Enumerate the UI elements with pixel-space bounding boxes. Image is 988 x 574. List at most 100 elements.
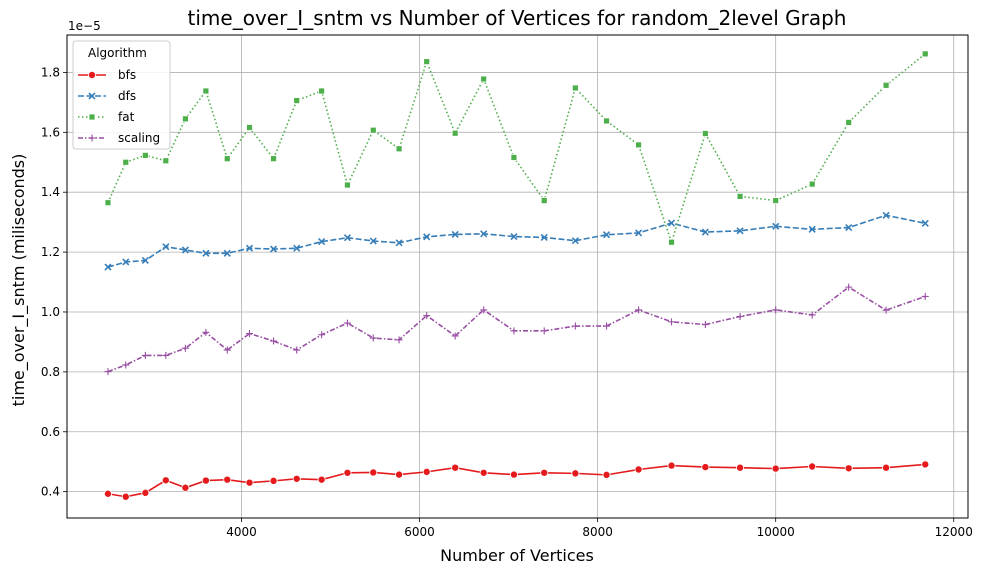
data-point-dfs	[772, 222, 780, 230]
data-point-bfs	[634, 465, 643, 474]
data-point-bfs	[479, 468, 488, 477]
y-tick-label: 1.6	[41, 125, 60, 139]
data-point-dfs	[369, 237, 377, 245]
data-point-fat	[423, 58, 431, 66]
data-point-scaling	[162, 351, 170, 359]
legend-label-fat: fat	[118, 110, 135, 124]
y-tick-label: 1.0	[41, 305, 60, 319]
x-tick-label: 8000	[582, 525, 613, 539]
data-point-dfs	[845, 223, 853, 232]
data-point-fat	[540, 197, 548, 204]
data-point-dfs	[202, 249, 210, 257]
data-point-bfs	[395, 470, 404, 479]
y-tick-label: 1.4	[41, 185, 60, 199]
legend-label-scaling: scaling	[118, 131, 160, 145]
data-point-dfs	[701, 228, 709, 236]
data-point-scaling	[223, 346, 231, 354]
data-point-fat	[571, 84, 579, 92]
legend-marker-scaling	[88, 134, 96, 142]
data-point-bfs	[269, 476, 278, 485]
data-point-scaling	[202, 328, 210, 336]
x-tick-label: 10000	[757, 525, 795, 539]
data-point-fat	[182, 115, 189, 123]
x-tick-label: 6000	[404, 525, 435, 539]
series-line-scaling	[107, 286, 926, 373]
data-point-scaling	[293, 346, 301, 354]
data-point-scaling	[668, 318, 676, 326]
data-point-bfs	[540, 468, 549, 477]
data-point-scaling	[772, 306, 780, 314]
data-point-bfs	[701, 463, 710, 472]
legend-box	[72, 40, 171, 150]
data-point-bfs	[736, 463, 745, 472]
data-point-scaling	[510, 327, 518, 335]
data-point-bfs	[121, 492, 130, 501]
data-point-dfs	[104, 263, 112, 271]
data-point-bfs	[921, 460, 930, 469]
data-point-dfs	[318, 238, 326, 246]
x-axis-label: Number of Vertices	[440, 546, 594, 565]
data-point-dfs	[162, 243, 170, 251]
data-point-scaling	[122, 361, 130, 369]
data-point-fat	[270, 155, 277, 163]
data-point-dfs	[882, 211, 890, 219]
data-point-bfs	[343, 468, 352, 477]
data-point-fat	[141, 151, 149, 159]
series-dfs	[104, 211, 929, 271]
data-point-scaling	[270, 337, 278, 345]
y-tick-label: 1.2	[41, 245, 60, 259]
data-point-dfs	[223, 249, 231, 257]
data-point-scaling	[318, 331, 326, 339]
data-point-fat	[603, 117, 610, 125]
legend: Algorithm bfs dfs fat scaling	[72, 40, 171, 150]
data-point-fat	[344, 181, 351, 189]
legend-marker-bfs	[88, 71, 97, 80]
data-point-scaling	[480, 306, 488, 314]
data-point-scaling	[423, 312, 431, 320]
data-point-fat	[104, 199, 112, 207]
data-point-bfs	[667, 461, 676, 470]
data-point-fat	[480, 75, 488, 83]
series-line-fat	[107, 53, 926, 245]
data-point-scaling	[635, 306, 643, 314]
data-point-fat	[845, 119, 853, 126]
data-point-bfs	[161, 476, 170, 485]
data-point-scaling	[104, 368, 112, 376]
legend-marker-dfs	[88, 92, 96, 100]
data-point-dfs	[122, 258, 130, 266]
data-point-dfs	[269, 245, 278, 253]
data-point-scaling	[603, 322, 611, 330]
data-point-dfs	[921, 219, 929, 227]
data-point-scaling	[395, 336, 403, 344]
data-point-fat	[635, 141, 642, 149]
data-point-scaling	[921, 292, 929, 300]
data-point-fat	[772, 197, 780, 204]
data-point-bfs	[141, 488, 150, 497]
data-point-fat	[122, 158, 130, 166]
data-point-bfs	[509, 470, 518, 479]
data-point-dfs	[395, 239, 403, 247]
data-point-dfs	[510, 232, 518, 241]
y-axis-label: time_over_I_sntm (miliseconds)	[9, 154, 29, 407]
data-point-bfs	[369, 468, 378, 477]
data-point-bfs	[245, 478, 254, 487]
x-tick-label: 12000	[935, 525, 973, 539]
data-point-bfs	[103, 489, 112, 498]
data-point-fat	[668, 238, 675, 246]
data-point-scaling	[343, 319, 351, 327]
series-scaling	[104, 283, 929, 376]
data-point-scaling	[882, 306, 890, 314]
data-point-dfs	[540, 233, 548, 241]
x-tick-label: 4000	[226, 525, 257, 539]
y-axis-offset-label: 1e−5	[68, 19, 101, 33]
data-point-dfs	[480, 230, 488, 238]
y-tick-label: 1.8	[41, 65, 60, 79]
data-point-scaling	[571, 322, 579, 330]
data-point-bfs	[422, 467, 431, 476]
data-point-bfs	[451, 463, 460, 472]
data-point-bfs	[844, 464, 853, 473]
data-point-scaling	[701, 321, 709, 329]
data-point-scaling	[181, 344, 189, 352]
data-point-fat	[921, 50, 929, 58]
series-bfs	[103, 460, 930, 501]
